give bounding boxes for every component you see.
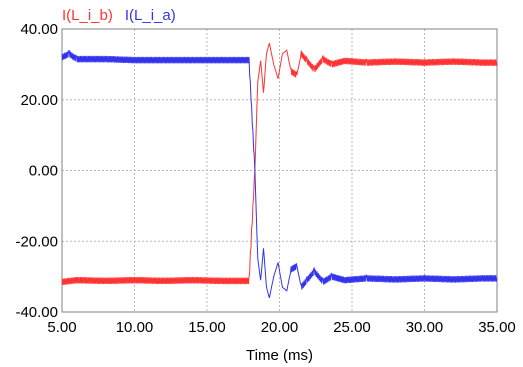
x-tick-label: 10.00 xyxy=(116,319,154,336)
x-tick-label: 30.00 xyxy=(406,319,444,336)
x-tick-label: 20.00 xyxy=(261,319,299,336)
y-tick-label: 20.00 xyxy=(20,92,58,109)
legend-entry-1: I(L_i_b) xyxy=(62,7,113,24)
x-tick-label: 35.00 xyxy=(478,319,516,336)
grid xyxy=(62,29,497,312)
series-line-1 xyxy=(61,43,498,286)
y-tick-label: -40.00 xyxy=(15,304,58,321)
y-tick-label: -20.00 xyxy=(15,233,58,250)
legend: I(L_i_b) I(L_i_a) xyxy=(62,7,176,24)
x-axis-title: Time (ms) xyxy=(246,347,313,364)
plot-frame xyxy=(61,28,498,313)
y-tick-label: 0.00 xyxy=(29,163,58,180)
tick-labels: 5.00 10.00 15.00 20.00 25.00 30.00 35.00 40.00 2… xyxy=(15,21,515,336)
legend-entry-2: I(L_i_a) xyxy=(125,7,176,24)
series-layer xyxy=(61,43,498,299)
x-tick-label: 15.00 xyxy=(188,319,226,336)
x-tick-label: 25.00 xyxy=(333,319,371,336)
series-line-2 xyxy=(61,49,498,299)
y-tick-label: 40.00 xyxy=(20,21,58,38)
x-tick-label: 5.00 xyxy=(47,319,76,336)
